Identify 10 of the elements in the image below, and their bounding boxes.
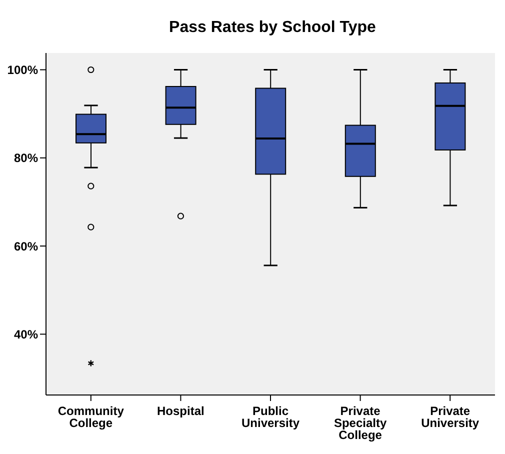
- x-tick-label: Public University: [241, 404, 300, 430]
- x-tick-label: Private Specialty College: [334, 404, 387, 442]
- y-tick-label: 60%: [14, 239, 38, 254]
- x-tick-label: Private University: [421, 404, 480, 430]
- y-tick-label: 40%: [14, 327, 38, 342]
- y-tick-label: 100%: [7, 63, 38, 78]
- x-tick-label: Community College: [58, 404, 124, 430]
- y-tick-label: 80%: [14, 151, 38, 166]
- chart-title: Pass Rates by School Type: [168, 18, 377, 38]
- x-tick-label: Hospital: [157, 404, 204, 418]
